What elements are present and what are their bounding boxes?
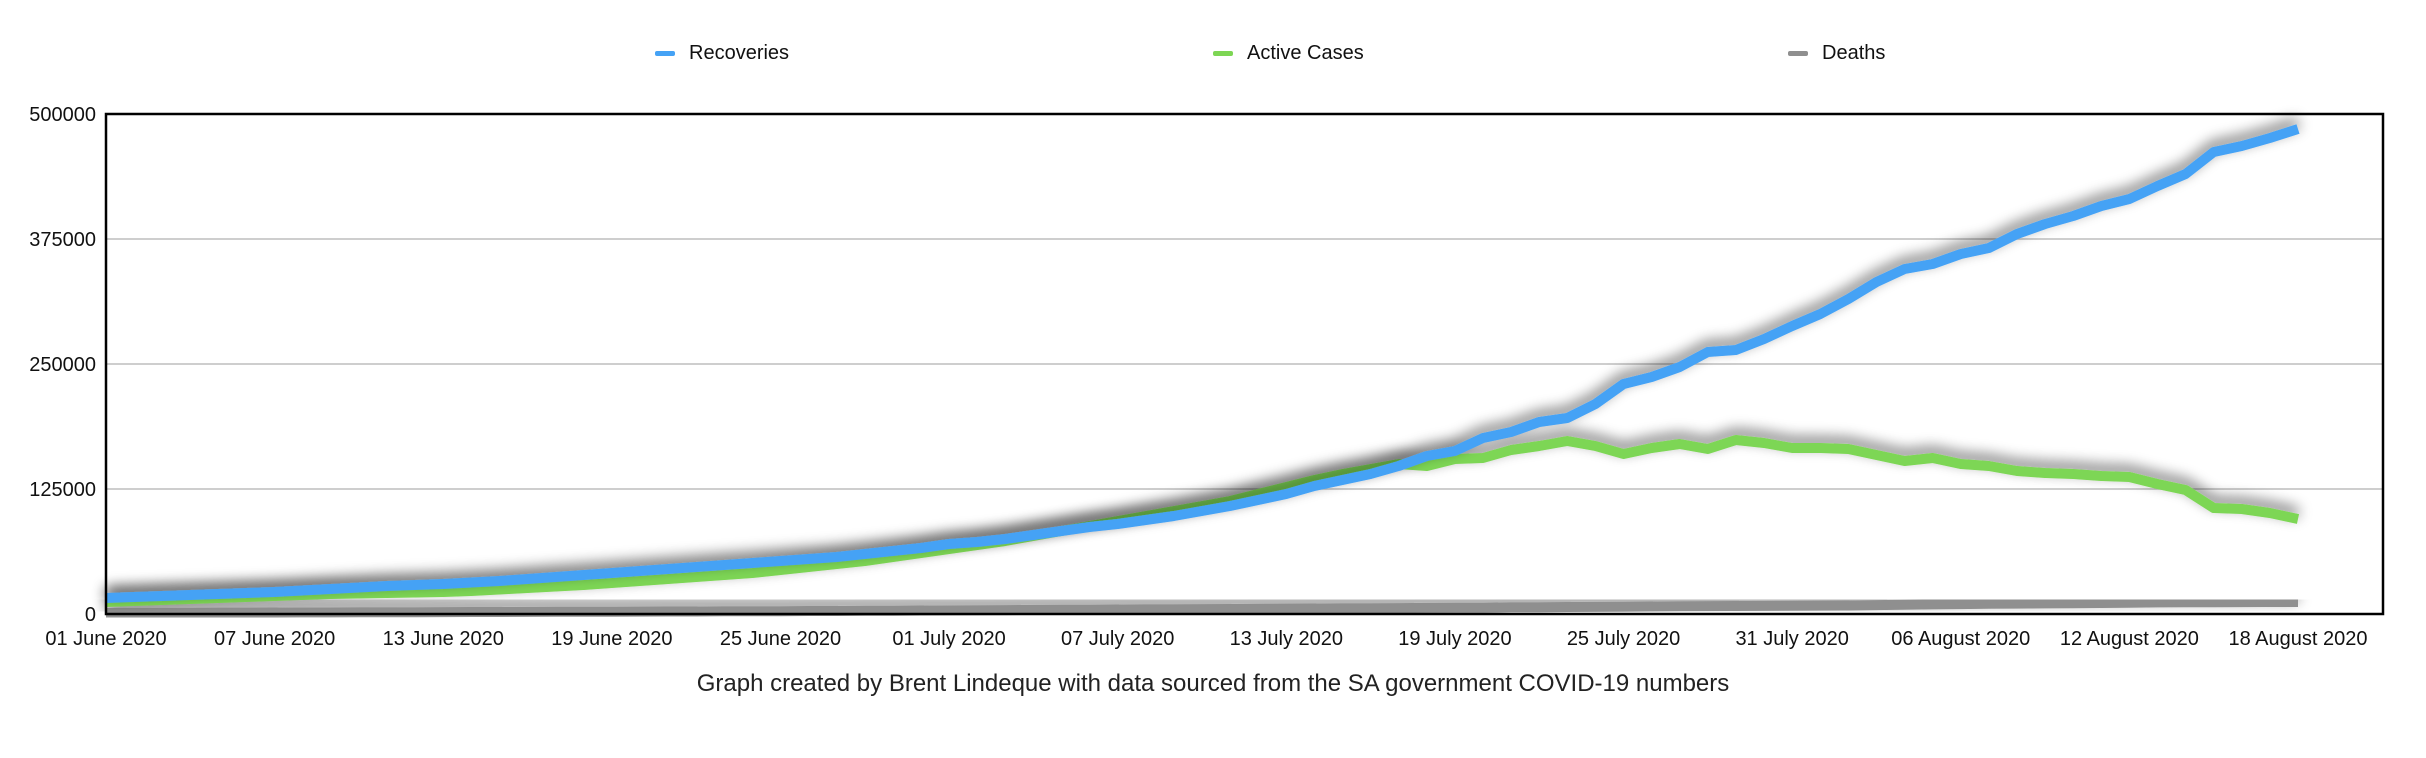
y-tick-label: 250000	[29, 354, 96, 376]
legend-item-recoveries: Recoveries	[655, 40, 789, 66]
x-tick-label: 25 June 2020	[720, 628, 841, 650]
x-tick-label: 12 August 2020	[2060, 628, 2199, 650]
legend-label-recoveries: Recoveries	[689, 41, 790, 64]
x-tick-label: 13 June 2020	[383, 628, 504, 650]
legend-swatch-deaths	[1788, 50, 1808, 56]
x-tick-label: 06 August 2020	[1891, 628, 2030, 650]
chart-caption: Graph created by Brent Lindeque with dat…	[696, 670, 1730, 697]
x-tick-label: 18 August 2020	[2228, 628, 2367, 650]
series-line-recoveries	[105, 124, 2300, 603]
y-tick-label: 0	[85, 604, 96, 626]
series-line-active-cases	[105, 435, 2300, 607]
x-tick-label: 07 June 2020	[214, 628, 335, 650]
y-tick-label: 500000	[29, 104, 96, 126]
legend-swatch-active-cases	[1213, 50, 1233, 56]
y-tick-label: 375000	[29, 229, 96, 251]
legend-item-active-cases: Active Cases	[1213, 40, 1364, 66]
x-tick-label: 19 July 2020	[1398, 628, 1511, 650]
x-tick-label: 07 July 2020	[1061, 628, 1174, 650]
x-tick-label: 01 June 2020	[45, 628, 166, 650]
x-tick-label: 19 June 2020	[551, 628, 672, 650]
legend-swatch-recoveries	[655, 50, 675, 56]
legend-label-active-cases: Active Cases	[1247, 41, 1364, 64]
legend-item-deaths: Deaths	[1788, 40, 1885, 66]
plot-frame	[104, 112, 2385, 616]
series-line-deaths	[105, 597, 2298, 618]
x-tick-label: 31 July 2020	[1735, 628, 1848, 650]
y-tick-label: 125000	[29, 479, 96, 501]
x-tick-label: 25 July 2020	[1567, 628, 1680, 650]
legend-label-deaths: Deaths	[1822, 41, 1886, 64]
x-tick-label: 01 July 2020	[892, 628, 1005, 650]
x-tick-label: 13 July 2020	[1230, 628, 1343, 650]
